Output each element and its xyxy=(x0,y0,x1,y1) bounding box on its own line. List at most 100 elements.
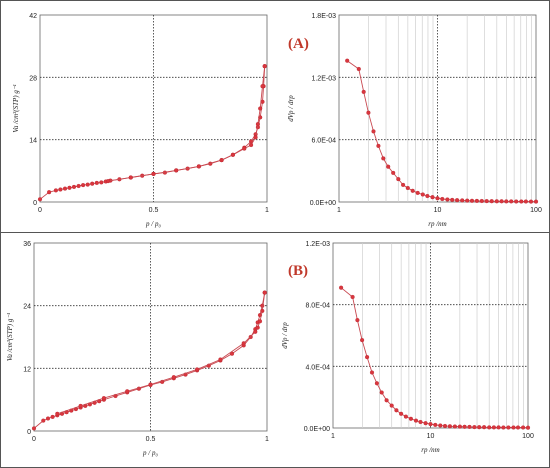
x-axis-label: p / p₀ xyxy=(142,449,158,457)
y-tick-label: 12 xyxy=(23,366,31,373)
y-axis-label: dVp / drp xyxy=(287,95,295,122)
panel-divider xyxy=(1,232,549,233)
data-point xyxy=(519,199,524,204)
data-point xyxy=(447,424,452,429)
data-point xyxy=(435,196,440,201)
data-point xyxy=(58,187,63,192)
data-point xyxy=(230,152,235,157)
y-axis-label: dVp / drp xyxy=(281,322,289,349)
y-tick-label: 24 xyxy=(23,304,31,311)
data-point xyxy=(425,193,430,199)
data-point xyxy=(195,367,200,372)
data-point xyxy=(361,89,366,94)
data-point xyxy=(386,164,391,169)
data-point xyxy=(445,197,450,202)
data-point xyxy=(260,303,265,308)
data-point xyxy=(465,198,470,203)
data-point xyxy=(262,290,267,295)
data-point xyxy=(523,199,528,204)
chart-A-isotherm: 0 14 28 42 0 0.5 1 p / p₀ Va /cm³(STP) g⁻¹ xyxy=(12,13,269,228)
data-point xyxy=(472,425,477,430)
data-point xyxy=(474,198,479,203)
data-point xyxy=(55,411,60,416)
data-point xyxy=(366,110,371,115)
data-point xyxy=(428,422,433,427)
data-point xyxy=(350,294,355,300)
y-tick-label: 42 xyxy=(29,13,37,20)
y-tick-label: 0.0E+00 xyxy=(304,426,330,433)
data-point xyxy=(371,129,376,134)
x-tick-label: 1 xyxy=(265,436,269,443)
data-point xyxy=(394,408,399,413)
data-point xyxy=(384,398,389,403)
data-point xyxy=(106,179,111,184)
data-point xyxy=(253,329,258,334)
data-point xyxy=(484,199,489,204)
data-point xyxy=(389,403,394,408)
data-point xyxy=(128,175,133,180)
data-point xyxy=(499,199,504,204)
x-axis-label: p / p₀ xyxy=(145,220,161,228)
data-point xyxy=(171,375,176,380)
data-point xyxy=(381,156,386,161)
y-tick-label: 0.0E+00 xyxy=(310,200,336,207)
data-point xyxy=(442,423,448,429)
data-point xyxy=(219,158,224,163)
data-point xyxy=(67,185,72,190)
data-point xyxy=(496,425,501,430)
data-point xyxy=(374,381,379,386)
data-point xyxy=(255,325,260,330)
data-point xyxy=(50,414,55,419)
y-axis-label: Va /cm³(STP) g⁻¹ xyxy=(12,84,20,132)
y-tick-label: 1.2E-03 xyxy=(305,241,330,248)
x-axis-label: rp /nm xyxy=(428,220,446,228)
data-point xyxy=(430,195,435,200)
data-point xyxy=(31,426,37,431)
data-point xyxy=(241,341,246,346)
data-point xyxy=(399,411,404,416)
data-point xyxy=(479,198,484,204)
data-point xyxy=(365,355,370,360)
data-point xyxy=(196,164,201,169)
data-point xyxy=(440,196,445,202)
data-point xyxy=(90,181,95,186)
y-tick-label: 4.0E-04 xyxy=(305,364,330,371)
data-point xyxy=(148,382,153,387)
data-point xyxy=(249,142,254,148)
data-point xyxy=(452,424,457,429)
data-point xyxy=(258,106,263,111)
data-point xyxy=(369,370,375,375)
data-point xyxy=(379,390,384,395)
data-point xyxy=(515,425,521,430)
data-point xyxy=(174,168,179,173)
x-tick-label: 0 xyxy=(32,436,36,443)
data-point xyxy=(494,199,499,204)
data-point xyxy=(514,199,519,204)
x-tick-label: 100 xyxy=(530,207,542,214)
data-point xyxy=(450,197,455,202)
data-point xyxy=(491,425,496,430)
data-point xyxy=(356,66,361,72)
x-tick-label: 0.5 xyxy=(146,436,156,443)
data-point xyxy=(521,425,526,430)
data-point xyxy=(255,122,260,127)
chart-A-psd: 0.0E+00 6.0E-04 1.2E-03 1.8E-03 1 10 100 rp /nm… xyxy=(287,13,542,228)
panel-label-b: (B) xyxy=(288,263,308,279)
data-point xyxy=(477,425,482,430)
x-tick-label: 10 xyxy=(427,433,435,440)
data-point xyxy=(78,403,83,408)
data-point xyxy=(467,424,472,429)
x-tick-label: 100 xyxy=(522,433,534,440)
y-tick-label: 14 xyxy=(29,138,37,145)
data-point xyxy=(76,183,81,189)
data-point xyxy=(45,416,51,421)
data-point xyxy=(504,199,509,204)
data-point xyxy=(62,186,68,191)
data-point xyxy=(462,424,467,429)
data-point xyxy=(339,285,344,290)
series-line xyxy=(39,66,266,200)
series-line xyxy=(340,287,529,429)
data-point xyxy=(391,170,396,175)
y-tick-label: 1.8E-03 xyxy=(311,13,336,20)
